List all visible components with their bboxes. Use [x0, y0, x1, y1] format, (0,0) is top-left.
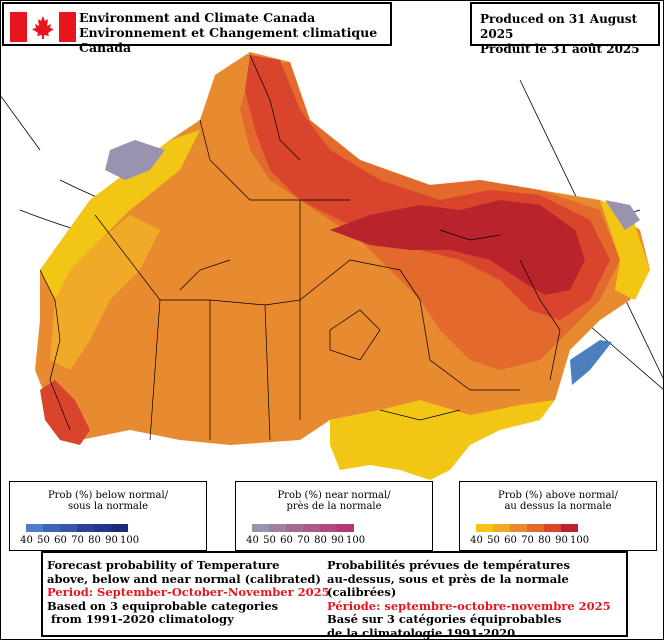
region-above-50-west: [50, 215, 160, 370]
legend-near-swatch: [337, 524, 354, 532]
legend-above-swatch: [561, 524, 578, 532]
legend-near-swatch: [303, 524, 320, 532]
region-above-40-west: [40, 130, 200, 300]
legend-above-swatch: [544, 524, 561, 532]
info-fr-line4: Basé sur 3 catégories équiprobables: [327, 612, 562, 626]
legend-above-swatch: [527, 524, 544, 532]
legend-near-tick: 70: [297, 535, 310, 546]
legend-below-tick: 90: [105, 535, 118, 546]
region-above-40-south: [330, 400, 555, 480]
region-near-normal-east: [605, 200, 640, 230]
legend-below-ticks: 40 50 60 70 80 90 100: [18, 535, 140, 546]
legend-below-swatch: [60, 524, 77, 532]
legend-above-swatch: [510, 524, 527, 532]
legend-near-tick: 40: [246, 535, 259, 546]
info-fr-line1: Probabilités prévues de températures: [327, 558, 570, 572]
legend-near-title-fr: près de la normale: [286, 501, 382, 512]
info-fr-period: Période: septembre-octobre-novembre 2025: [327, 598, 611, 613]
info-box: Forecast probability of Temperature abov…: [41, 551, 628, 640]
region-above-80-coast: [40, 380, 90, 445]
produced-date-en: Produced on 31 August 2025: [480, 12, 638, 41]
legend-near-swatch: [252, 524, 269, 532]
produced-date-fr: Produit le 31 août 2025: [480, 42, 640, 56]
legend-below-title-fr: sous la normale: [67, 501, 149, 512]
agency-name-fr: Environnement et Changement climatique C…: [79, 25, 378, 55]
legend-near-swatch: [269, 524, 286, 532]
info-fr-line5: de la climatologie 1991-2020: [327, 625, 516, 640]
legend-near-tick: 50: [263, 535, 276, 546]
agency-name-en: Environment and Climate Canada: [79, 10, 316, 25]
legend-below-tick: 80: [88, 535, 101, 546]
region-below-normal: [570, 340, 612, 385]
legend-below-tick: 100: [120, 535, 140, 546]
legend-above-swatch: [493, 524, 510, 532]
region-above-40-east: [600, 200, 650, 300]
legend-near-tick: 80: [314, 535, 327, 546]
legend-below-tick: 50: [37, 535, 50, 546]
legend-below-swatch: [111, 524, 128, 532]
info-en-line1: Forecast probability of Temperature: [47, 558, 280, 572]
legend-above-tick: 100: [570, 535, 590, 546]
legend-above-normal: Prob (%) above normal/ au dessus la norm…: [459, 481, 657, 551]
info-english: Forecast probability of Temperature abov…: [47, 558, 330, 627]
legend-near-ticks: 40 50 60 70 80 90 100: [244, 535, 366, 546]
legend-below-swatch: [26, 524, 43, 532]
legend-near-swatch: [320, 524, 337, 532]
legend-above-ticks: 40 50 60 70 80 90 100: [468, 535, 590, 546]
legend-below-swatch: [77, 524, 94, 532]
legend-above-tick: 90: [555, 535, 568, 546]
legend-near-swatches: [252, 524, 354, 532]
canada-flag-icon: [10, 12, 76, 42]
legend-below-tick: 60: [54, 535, 67, 546]
region-above-90: [330, 200, 585, 295]
legend-near-title-en: Prob (%) near normal/: [277, 490, 391, 501]
legend-above-tick: 80: [538, 535, 551, 546]
region-near-normal: [105, 140, 165, 180]
legend-above-tick: 70: [521, 535, 534, 546]
info-en-line2: above, below and near normal (calibrated…: [47, 571, 321, 586]
legend-near-tick: 100: [346, 535, 366, 546]
legend-below-tick: 70: [71, 535, 84, 546]
legend-near-tick: 60: [280, 535, 293, 546]
legend-above-title-en: Prob (%) above normal/: [498, 490, 618, 501]
legend-above-tick: 60: [504, 535, 517, 546]
legend-below-tick: 40: [20, 535, 33, 546]
legend-near-swatch: [286, 524, 303, 532]
info-en-line5: from 1991-2020 climatology: [47, 612, 234, 626]
legend-above-tick: 50: [487, 535, 500, 546]
legend-near-normal: Prob (%) near normal/ près de la normale…: [235, 481, 433, 551]
info-fr-line2: au-dessus, sous et près de la normale (c…: [327, 571, 569, 599]
legend-below-normal: Prob (%) below normal/ sous la normale 4…: [9, 481, 207, 551]
date-box: Produced on 31 August 2025 Produit le 31…: [470, 2, 660, 56]
info-en-line4: Based on 3 equiprobable categories: [47, 598, 279, 613]
legend-above-title-fr: au dessus la normale: [504, 501, 612, 512]
legend-above-swatches: [476, 524, 578, 532]
legend-below-swatch: [43, 524, 60, 532]
legend-below-swatch: [94, 524, 111, 532]
legend-below-swatches: [26, 524, 128, 532]
legend-above-tick: 40: [470, 535, 483, 546]
info-french: Probabilités prévues de températures au-…: [327, 558, 626, 640]
legend-above-swatch: [476, 524, 493, 532]
title-box: Environment and Climate Canada Environne…: [2, 2, 392, 55]
info-en-period: Period: September-October-November 2025: [47, 585, 330, 599]
legend-near-tick: 90: [331, 535, 344, 546]
legend-below-title-en: Prob (%) below normal/: [47, 490, 169, 501]
